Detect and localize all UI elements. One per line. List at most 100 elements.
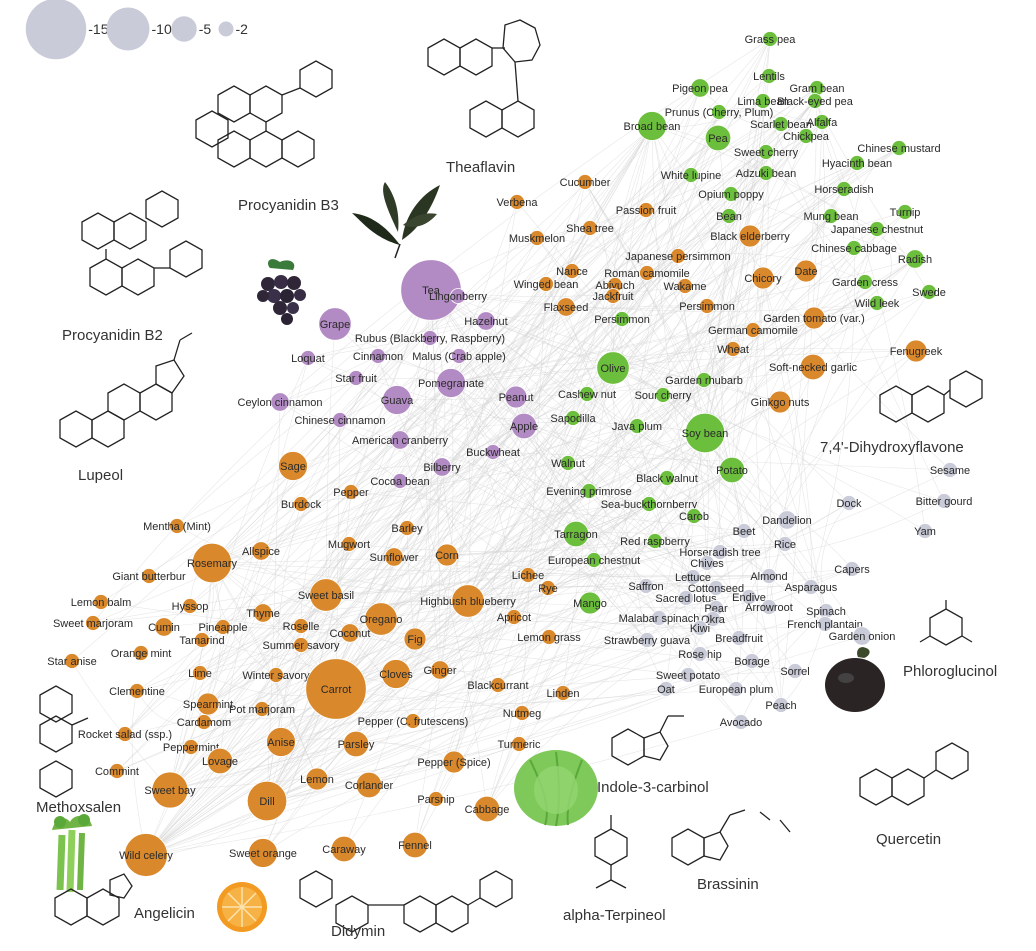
food-node-circle[interactable] xyxy=(154,617,174,637)
food-node-circle[interactable] xyxy=(169,518,185,534)
food-node-circle[interactable] xyxy=(936,493,952,509)
food-node-cabbage[interactable]: Cabbage xyxy=(465,795,510,823)
food-node-malus-crab-apple[interactable]: Malus (Crab apple) xyxy=(412,348,506,364)
food-node-cloves[interactable]: Cloves xyxy=(379,659,413,689)
food-node-circle[interactable] xyxy=(581,483,597,499)
food-node-mentha-mint[interactable]: Mentha (Mint) xyxy=(143,518,211,534)
food-node-avocado[interactable]: Avocado xyxy=(720,714,763,730)
food-node-radish[interactable]: Radish xyxy=(898,249,932,269)
food-node-ginger[interactable]: Ginger xyxy=(423,660,457,680)
food-node-horseradish[interactable]: Horseradish xyxy=(814,181,874,197)
food-node-circle[interactable] xyxy=(761,568,777,584)
food-node-circle[interactable] xyxy=(577,174,593,190)
food-node-circle[interactable] xyxy=(651,610,667,626)
food-node-circle[interactable] xyxy=(857,274,873,290)
food-node-okra[interactable]: Okra xyxy=(701,611,726,627)
food-node-tea[interactable]: Tea xyxy=(400,259,462,321)
food-node-circle[interactable] xyxy=(318,307,352,341)
food-node-circle[interactable] xyxy=(777,536,793,552)
food-node-circle[interactable] xyxy=(109,763,125,779)
food-node-circle[interactable] xyxy=(370,348,386,364)
food-node-highbush-blueberry[interactable]: Highbush blueberry xyxy=(420,584,516,618)
food-node-ceylon-cinnamon[interactable]: Ceylon cinnamon xyxy=(238,392,323,412)
food-node-circle[interactable] xyxy=(300,350,316,366)
food-node-circle[interactable] xyxy=(428,791,444,807)
food-node-kiwi[interactable]: Kiwi xyxy=(690,620,710,636)
food-node-circle[interactable] xyxy=(342,730,370,758)
food-node-circle[interactable] xyxy=(511,736,527,752)
food-node-blackcurrant[interactable]: Blackcurrant xyxy=(467,677,529,693)
food-node-yam[interactable]: Yam xyxy=(914,523,936,539)
food-node-malabar-spinach[interactable]: Malabar spinach xyxy=(619,610,700,626)
food-node-circle[interactable] xyxy=(293,618,309,634)
food-node-asparagus[interactable]: Asparagus xyxy=(785,579,838,595)
food-node-roselle[interactable]: Roselle xyxy=(283,618,320,634)
food-node-anise[interactable]: Anise xyxy=(266,727,296,757)
food-node-circle[interactable] xyxy=(768,390,792,414)
food-node-european-plum[interactable]: European plum xyxy=(699,681,774,697)
food-node-prunus-cherry-plum[interactable]: Prunus (Cherry, Plum) xyxy=(665,104,774,120)
food-node-pot-marjoram[interactable]: Pot marjoram xyxy=(229,701,295,717)
food-node-white-lupine[interactable]: White lupine xyxy=(661,167,722,183)
food-node-arrowroot[interactable]: Arrowroot xyxy=(745,599,793,615)
food-node-sweet-bay[interactable]: Sweet bay xyxy=(144,771,196,809)
food-node-circle[interactable] xyxy=(384,547,404,567)
food-node-circle[interactable] xyxy=(392,473,408,489)
food-node-sweet-cherry[interactable]: Sweet cherry xyxy=(734,144,799,160)
food-node-roman-camomile[interactable]: Roman camomile xyxy=(604,265,690,281)
food-node-chicory[interactable]: Chicory xyxy=(744,266,782,290)
food-node-circle[interactable] xyxy=(555,685,571,701)
food-node-circle[interactable] xyxy=(723,186,739,202)
food-node-circle[interactable] xyxy=(405,713,421,729)
food-node-circle[interactable] xyxy=(514,705,530,721)
food-node-circle[interactable] xyxy=(683,167,699,183)
food-node-circle[interactable] xyxy=(711,104,727,120)
food-node-circle[interactable] xyxy=(680,667,696,683)
food-node-circle[interactable] xyxy=(741,589,757,605)
food-node-sorrel[interactable]: Sorrel xyxy=(780,663,810,679)
food-node-circle[interactable] xyxy=(758,144,774,160)
food-node-lingonberry[interactable]: Lingonberry xyxy=(429,288,488,304)
food-node-circle[interactable] xyxy=(382,385,412,415)
food-node-circle[interactable] xyxy=(762,31,778,47)
food-node-commint[interactable]: Commint xyxy=(95,763,139,779)
food-node-circle[interactable] xyxy=(891,140,907,156)
food-node-almond[interactable]: Almond xyxy=(750,568,788,584)
food-node-circle[interactable] xyxy=(836,181,852,197)
food-node-walnut[interactable]: Walnut xyxy=(551,455,585,471)
food-node-hyacinth-bean[interactable]: Hyacinth bean xyxy=(822,155,892,171)
food-node-german-camomile[interactable]: German camomile xyxy=(708,322,798,338)
food-node-circle[interactable] xyxy=(432,457,452,477)
food-node-corlander[interactable]: Corlander xyxy=(345,771,394,799)
food-node-circle[interactable] xyxy=(560,455,576,471)
food-node-european-chestnut[interactable]: European chestnut xyxy=(548,552,640,568)
food-node-cottonseed[interactable]: Cottonseed xyxy=(688,580,744,596)
food-node-circle[interactable] xyxy=(442,750,466,774)
food-node-circle[interactable] xyxy=(266,727,296,757)
food-node-circle[interactable] xyxy=(215,619,231,635)
food-node-guava[interactable]: Guava xyxy=(381,385,414,415)
food-node-circle[interactable] xyxy=(921,284,937,300)
food-node-fennel[interactable]: Fennel xyxy=(398,831,432,859)
food-node-dandelion[interactable]: Dandelion xyxy=(762,510,812,530)
food-node-circle[interactable] xyxy=(738,224,762,248)
food-node-circle[interactable] xyxy=(758,165,774,181)
food-node-lemon[interactable]: Lemon xyxy=(300,767,334,791)
food-node-parsley[interactable]: Parsley xyxy=(338,730,375,758)
food-node-circle[interactable] xyxy=(744,653,760,669)
food-node-wild-leek[interactable]: Wild leek xyxy=(855,295,900,311)
food-node-circle[interactable] xyxy=(708,580,724,596)
food-node-soy-bean[interactable]: Soy bean xyxy=(682,412,728,454)
food-node-circle[interactable] xyxy=(451,348,467,364)
food-node-circle[interactable] xyxy=(846,240,862,256)
food-node-pineapple[interactable]: Pineapple xyxy=(199,619,248,635)
food-node-circle[interactable] xyxy=(343,484,359,500)
food-node-breadfruit[interactable]: Breadfruit xyxy=(715,630,763,646)
food-node-lemon-balm[interactable]: Lemon balm xyxy=(71,594,132,610)
food-node-circle[interactable] xyxy=(562,520,590,548)
food-node-buckwheat[interactable]: Buckwheat xyxy=(466,444,520,460)
food-node-circle[interactable] xyxy=(696,372,712,388)
food-node-cucumber[interactable]: Cucumber xyxy=(560,174,611,190)
food-node-wild-celery[interactable]: Wild celery xyxy=(119,833,173,877)
food-node-cardamom[interactable]: Cardamom xyxy=(177,714,231,730)
